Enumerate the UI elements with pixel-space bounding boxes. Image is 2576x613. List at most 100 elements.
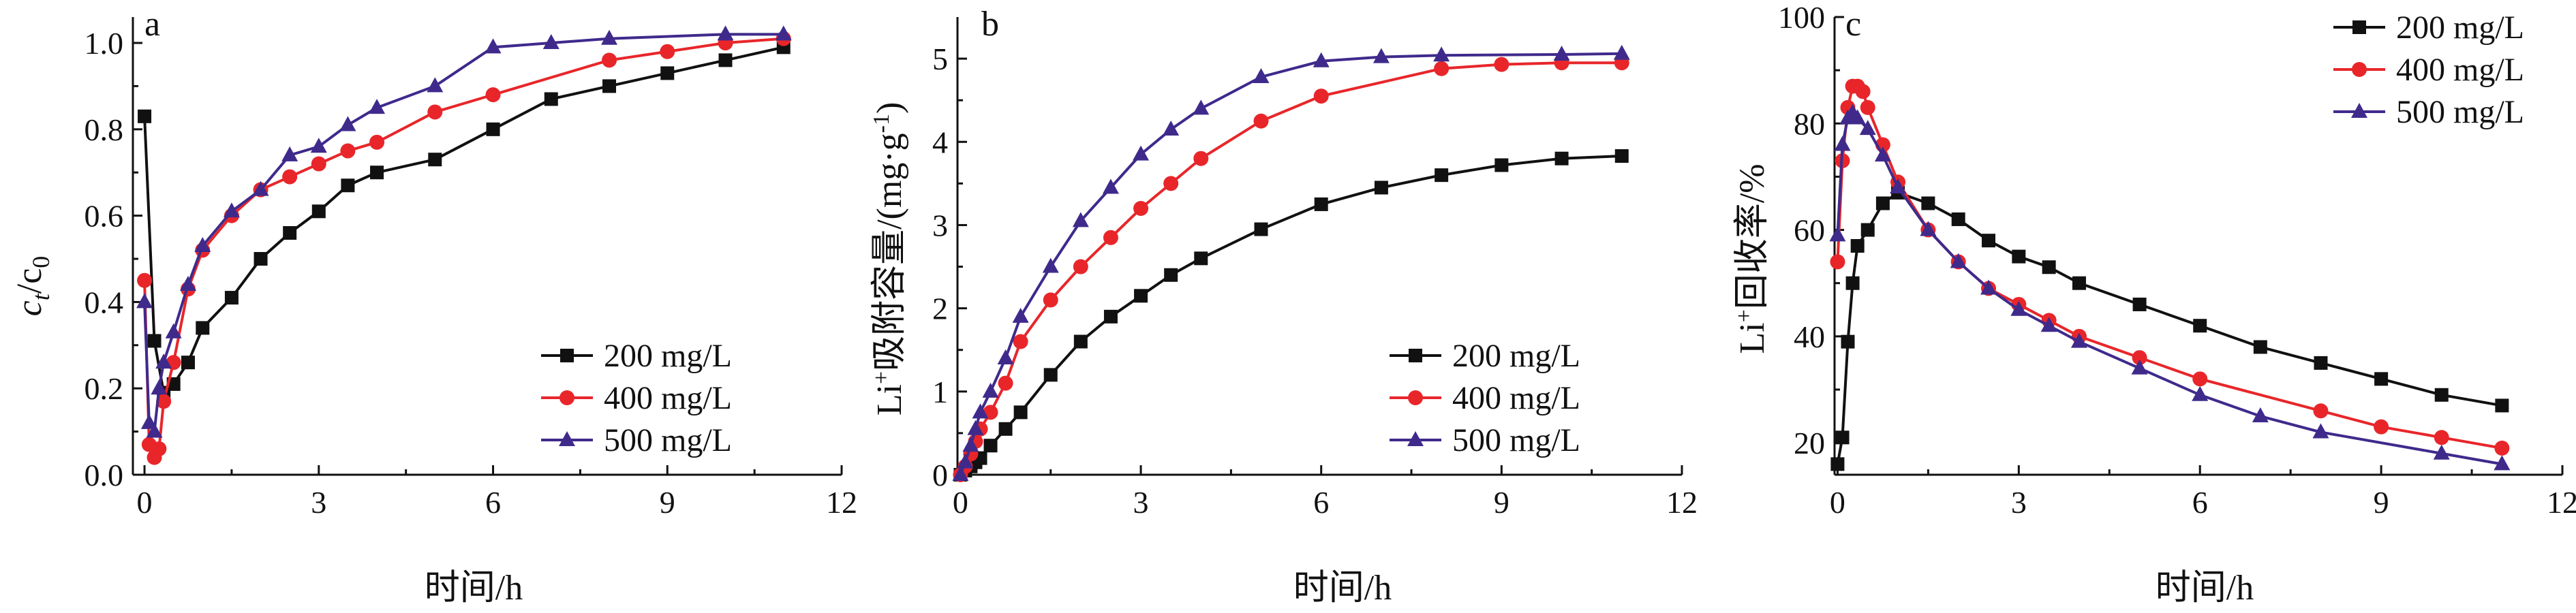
series-a-2 [136, 25, 792, 438]
data-point-b-2 [952, 466, 969, 481]
data-point-b-0 [1013, 405, 1028, 420]
y-tick-label-a: 0.4 [85, 285, 124, 319]
data-point-c-2 [2192, 386, 2209, 401]
data-point-a-2 [155, 353, 172, 369]
legend-label-c-1: 400 mg/L [2396, 52, 2524, 88]
data-point-c-0 [2132, 297, 2147, 311]
panel-label-b: b [981, 5, 999, 44]
data-point-b-1 [998, 375, 1013, 391]
y-tick-label-b: 1 [932, 375, 948, 409]
data-point-b-0 [1435, 168, 1449, 183]
data-point-a-2 [601, 29, 618, 45]
panel-label-a: a [144, 5, 160, 44]
data-point-b-2 [962, 437, 979, 452]
data-point-b-1 [1313, 89, 1329, 104]
y-label-b-minus1: -1 [869, 114, 894, 133]
y-label-c-li: Li [1733, 322, 1772, 353]
data-point-b-0 [1554, 151, 1569, 166]
data-point-b-0 [1254, 222, 1268, 236]
legend-label-a-1: 400 mg/L [604, 380, 732, 416]
data-point-c-0 [1951, 212, 1965, 226]
legend-marker-a-2 [559, 431, 575, 446]
data-point-a-2 [179, 276, 196, 292]
data-point-c-0 [1850, 239, 1865, 253]
data-point-c-2 [2252, 407, 2269, 423]
data-point-c-2 [2433, 444, 2450, 460]
data-point-b-2 [982, 382, 999, 398]
legend-marker-b-1 [1408, 390, 1423, 405]
data-point-a-0 [283, 225, 297, 240]
data-point-a-0 [428, 153, 442, 167]
y-label-b-plus: + [869, 371, 894, 384]
x-axis-label-a: 时间/h [425, 569, 523, 608]
y-label-a-mid: /c [10, 268, 49, 294]
legend-label-c-2: 500 mg/L [2396, 94, 2524, 130]
series-c-0 [1830, 185, 2509, 471]
data-point-c-0 [2434, 388, 2449, 402]
data-point-a-2 [194, 237, 211, 252]
data-point-c-2 [1834, 136, 1851, 151]
data-point-a-0 [486, 122, 500, 136]
y-axis-label-c: Li+回收率/% [1732, 163, 1772, 353]
data-point-a-0 [602, 79, 617, 93]
legend-b: 200 mg/L 400 mg/L 500 mg/L [1390, 338, 1580, 458]
data-point-a-1 [660, 44, 675, 59]
data-point-a-0 [660, 66, 675, 80]
data-point-c-2 [1950, 253, 1967, 268]
x-tick-label-c: 0 [1830, 485, 1845, 520]
data-point-c-2 [1859, 120, 1876, 136]
data-point-c-1 [2494, 440, 2510, 456]
y-tick-label-a: 0.2 [85, 371, 124, 406]
data-point-a-1 [427, 104, 443, 120]
data-point-b-0 [1073, 334, 1088, 349]
data-point-c-0 [2495, 398, 2509, 413]
data-point-a-2 [151, 379, 168, 395]
data-point-a-1 [282, 169, 298, 185]
y-tick-label-b: 5 [932, 42, 948, 76]
plot-area-a: 0 3 6 9 12 0.0 0.2 0.4 0.6 0.8 1.0 [85, 17, 857, 520]
y-label-b-li: Li [870, 384, 909, 415]
data-point-c-2 [1890, 178, 1907, 194]
data-point-b-2 [1163, 120, 1180, 136]
data-point-a-2 [427, 77, 444, 93]
data-point-b-2 [1433, 46, 1450, 62]
y-tick-label-b: 2 [932, 292, 948, 326]
x-tick-label-b: 9 [1494, 485, 1509, 520]
series-line-a-1 [143, 37, 784, 461]
legend-label-b-1: 400 mg/L [1452, 380, 1580, 416]
data-point-c-1 [2192, 371, 2208, 387]
y-label-c-rest: 回收率/% [1733, 163, 1772, 309]
y-axis-label-a: ct/c0 [10, 256, 55, 317]
data-point-b-1 [1253, 113, 1269, 129]
data-point-c-0 [1845, 276, 1860, 290]
data-point-a-0 [341, 178, 355, 193]
data-point-c-2 [2131, 359, 2148, 375]
panel-c: 0 3 6 9 12 20 40 60 80 100 c 时间/h Li+回收率/% 200 mg… [1732, 0, 2576, 608]
data-point-c-0 [2314, 356, 2328, 370]
y-tick-label-b: 4 [932, 125, 948, 159]
data-point-a-0 [544, 92, 558, 106]
series-line-c-0 [1836, 191, 2502, 465]
y-tick-label-c: 80 [1794, 106, 1825, 141]
data-point-b-0 [1103, 309, 1118, 324]
y-label-a-c: c [10, 300, 49, 316]
data-point-a-1 [369, 134, 385, 150]
y-tick-label-a: 1.0 [85, 26, 124, 61]
data-point-b-1 [1193, 151, 1209, 166]
data-point-a-1 [602, 52, 617, 68]
data-point-b-0 [1314, 197, 1328, 211]
data-point-c-0 [2042, 260, 2056, 274]
data-point-b-2 [1072, 212, 1089, 227]
x-axis-label-c: 时间/h [2156, 569, 2254, 608]
data-point-b-0 [1194, 251, 1208, 266]
data-point-b-1 [1434, 61, 1450, 76]
data-point-c-1 [1855, 84, 1871, 99]
panel-a: 0 3 6 9 120.00.20.40.60.81.0 a 时间/h ct/c0 20… [10, 5, 857, 608]
data-point-a-1 [137, 272, 153, 288]
data-point-c-0 [2193, 319, 2207, 333]
y-tick-label-c: 100 [1778, 0, 1825, 35]
data-point-c-0 [2374, 372, 2389, 386]
x-tick-label-a: 3 [311, 485, 326, 520]
